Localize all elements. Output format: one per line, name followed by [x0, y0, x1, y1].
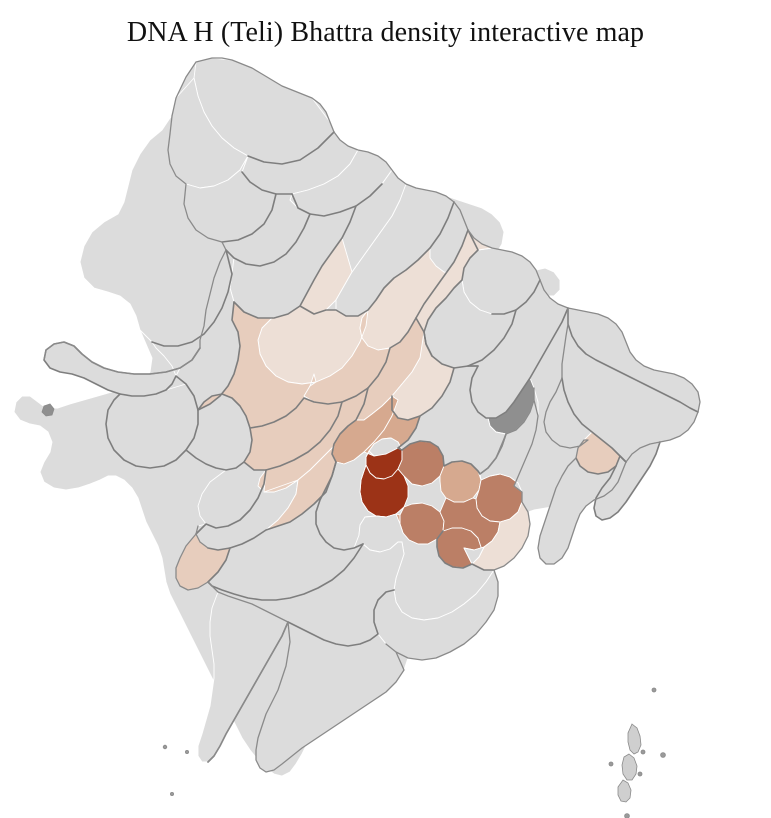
border-gujarat-east: [197, 301, 241, 411]
island-lakshadweep-2[interactable]: [184, 750, 189, 755]
india-density-map[interactable]: [0, 52, 771, 818]
border-punjab-haryana: [221, 193, 277, 243]
border-karnataka-north: [207, 547, 231, 583]
island-lakshadweep-3[interactable]: [169, 792, 174, 797]
island-dot-4[interactable]: [624, 813, 630, 818]
border-chhattisgarh-west: [415, 317, 433, 357]
state-border-overlay: [43, 131, 699, 763]
coast-east: [255, 387, 539, 773]
island-andaman-north[interactable]: [627, 723, 642, 755]
island-kutch-tip[interactable]: [41, 403, 55, 417]
border-odisha-north: [453, 365, 479, 369]
border-maharashtra-north: [243, 401, 343, 471]
border-uttarakhand: [291, 183, 383, 217]
border-gujarat-south-coast: [185, 393, 253, 471]
border-rajasthan-west: [151, 249, 233, 347]
island-dot-5[interactable]: [637, 771, 643, 777]
coast-west: [175, 525, 289, 763]
border-ne-assam: [567, 307, 699, 413]
island-andaman-south[interactable]: [617, 779, 632, 803]
island-andaman-middle[interactable]: [621, 753, 638, 781]
border-telangana-ap: [315, 461, 364, 551]
island-features: [41, 403, 666, 818]
border-mp-east: [415, 229, 469, 319]
border-maharashtra-south: [195, 469, 267, 535]
border-ap-tn: [287, 589, 395, 647]
border-bengal: [467, 307, 569, 419]
coastline-overlay: [43, 57, 701, 773]
maharashtra-districts: [175, 317, 427, 591]
border-odisha-south: [436, 530, 495, 571]
border-rajasthan-east: [233, 205, 357, 319]
north-region-districts: [167, 57, 393, 267]
island-nicobar-1[interactable]: [640, 749, 646, 755]
island-lakshadweep-1[interactable]: [162, 744, 168, 750]
border-gujarat-coast: [105, 393, 199, 469]
border-ne-south: [575, 455, 627, 475]
island-dot-2[interactable]: [660, 752, 666, 758]
island-dot-1[interactable]: [651, 687, 657, 693]
border-bihar-jharkhand: [491, 279, 541, 315]
border-ne-manipur: [593, 441, 661, 521]
border-jk-hp: [247, 131, 335, 165]
border-rajasthan-north: [225, 213, 311, 267]
border-karnataka-east: [207, 543, 364, 601]
border-hp-punjab: [241, 171, 293, 195]
coast-outline: [43, 57, 701, 565]
page-title: DNA H (Teli) Bhattra density interactive…: [126, 17, 645, 48]
border-jharkhand-bengal: [467, 309, 517, 367]
border-ne-meghalaya: [561, 377, 627, 463]
border-maharashtra-east: [331, 387, 369, 463]
border-mp-north: [299, 201, 455, 317]
border-chhattisgarh-south: [391, 395, 421, 421]
island-dot-3[interactable]: [608, 761, 614, 767]
